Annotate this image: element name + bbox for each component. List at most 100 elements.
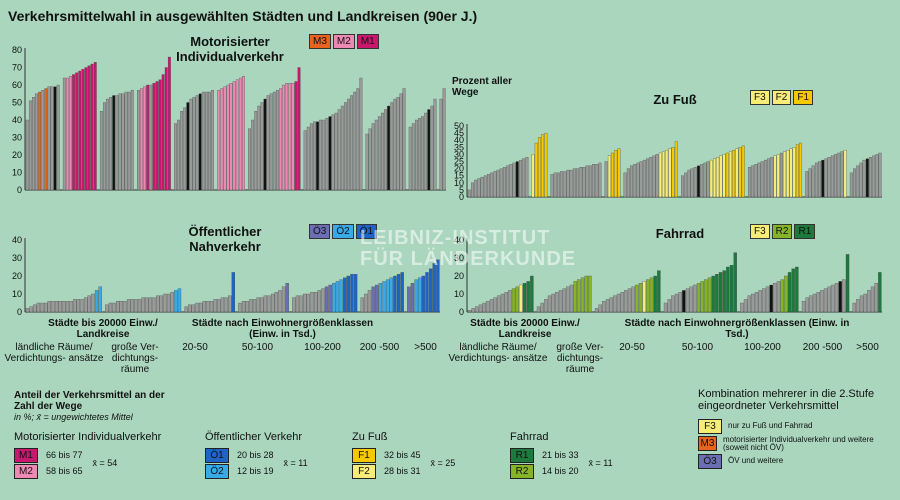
bar-miv-g2-2 — [106, 98, 109, 191]
bar-rad-g0-2 — [475, 306, 479, 313]
bar-rad-g3-13 — [711, 275, 715, 313]
y-tick-label: 10 — [12, 289, 22, 299]
bar-rad-g4-2 — [747, 295, 751, 313]
bar-miv-g2-3 — [109, 97, 113, 191]
bar-oev-g1-15 — [159, 295, 163, 313]
bar-fuss-g0-16 — [519, 159, 522, 198]
bar-fuss-g0-17 — [522, 158, 526, 198]
bar-oev-g4-11 — [332, 283, 336, 313]
bar-rad-g4-7 — [765, 286, 770, 313]
bar-miv-g2-5 — [115, 95, 119, 191]
bar-rad-g1-7 — [562, 288, 566, 313]
bar-miv-g2-1 — [103, 102, 106, 191]
bar-oev-g6-1 — [410, 283, 415, 313]
bar-oev-g3-4 — [252, 299, 257, 313]
bar-oev-g3-5 — [256, 297, 260, 313]
bar-fuss-g5-2 — [687, 169, 691, 198]
bar-fuss-g7-9 — [834, 154, 837, 198]
bar-rad-g0-16 — [526, 281, 530, 313]
bar-fuss-g0-14 — [512, 162, 516, 198]
legend-key-m3: M3 — [698, 436, 717, 451]
bar-rad-g2-1 — [598, 304, 602, 313]
bar-fuss-g5-15 — [728, 151, 732, 198]
bar-fuss-g7-11 — [840, 151, 844, 198]
bar-rad-g5-10 — [838, 281, 842, 313]
bar-miv-g6-6 — [266, 95, 270, 191]
bar-oev-g1-6 — [126, 299, 131, 313]
legend-range-o2: 12 bis 19 — [237, 466, 274, 476]
bar-miv-g7-8 — [328, 116, 332, 191]
bar-oev-g5-5 — [378, 283, 383, 313]
bar-oev-g5-9 — [393, 275, 397, 313]
badge-f1: F1 — [793, 90, 814, 105]
badge-o1: Ö1 — [355, 224, 378, 239]
bar-rad-g5-12 — [845, 254, 850, 313]
bar-miv-g6-1 — [251, 119, 255, 191]
bar-fuss-g6-10 — [779, 152, 783, 198]
legend-range-f1: 32 bis 45 — [384, 450, 421, 460]
bar-rad-g0-12 — [511, 288, 516, 313]
bar-rad-g2-4 — [609, 297, 613, 313]
badge-r1: R1 — [794, 224, 816, 239]
bar-oev-g0-18 — [91, 293, 95, 313]
bar-oev-g5-2 — [367, 290, 372, 313]
bar-oev-g6-2 — [414, 279, 418, 313]
bar-rad-g4-4 — [754, 292, 759, 313]
bar-rad-g2-17 — [657, 270, 661, 313]
bar-rad-g3-4 — [678, 292, 682, 313]
bar-fuss-g7-0 — [805, 171, 809, 198]
bar-fuss-g0-7 — [490, 172, 494, 198]
bar-fuss-g6-3 — [757, 162, 761, 198]
bar-rad-g1-11 — [577, 279, 581, 313]
bar-miv-g1-1 — [65, 77, 69, 191]
bar-fuss-g7-2 — [811, 165, 815, 198]
bar-miv-g3-1 — [140, 88, 143, 191]
axis-cat-4: 50-100 — [241, 342, 274, 353]
bar-fuss-g6-13 — [789, 148, 793, 198]
bar-fuss-g0-10 — [499, 168, 503, 198]
bar-rad-g4-12 — [784, 275, 788, 313]
legend-key-f1: F1 — [352, 447, 376, 463]
bar-oev-g1-19 — [174, 290, 178, 313]
y-tick-label: 20 — [12, 271, 22, 281]
bar-rad-g4-0 — [740, 302, 744, 313]
bar-miv-g8-10 — [396, 97, 400, 191]
bar-rad-g5-5 — [820, 290, 824, 313]
bar-fuss-g4-11 — [658, 152, 662, 198]
bar-fuss-g0-0 — [467, 189, 471, 198]
bar-miv-g2-6 — [118, 93, 122, 191]
bar-oev-g2-4 — [198, 302, 203, 313]
bar-oev-g4-0 — [292, 297, 296, 313]
bar-oev-g4-3 — [303, 293, 307, 313]
bar-oev-g2-3 — [195, 302, 199, 313]
bar-oev-g3-2 — [245, 301, 249, 313]
legend-heading-block: Anteil der Verkehrsmittel an der Zahl de… — [14, 390, 184, 422]
bar-miv-g6-5 — [263, 98, 267, 191]
bar-oev-g1-4 — [119, 301, 124, 313]
y-tick-label: 40 — [12, 235, 22, 245]
axis-cat-1-r: ländliche Räume/ Verdichtungs- ansätze — [448, 342, 548, 364]
bar-fuss-g4-6 — [642, 159, 646, 198]
bar-oev-g0-6 — [47, 301, 51, 313]
bar-rad-g3-11 — [704, 279, 708, 313]
bar-miv-g0-10 — [56, 84, 60, 191]
bar-oev-g3-10 — [274, 292, 278, 313]
bar-miv-g9-7 — [430, 105, 434, 191]
bar-oev-g2-12 — [228, 295, 232, 313]
bar-fuss-g2-1 — [553, 172, 557, 198]
bar-fuss-g2-12 — [588, 165, 592, 198]
bar-fuss-g6-16 — [799, 142, 803, 198]
bar-fuss-g7-12 — [843, 149, 847, 198]
y-tick-label: 10 — [454, 178, 464, 188]
bar-miv-g8-12 — [402, 88, 406, 191]
bar-miv-g7-9 — [331, 114, 335, 191]
bar-miv-g2-8 — [124, 91, 128, 191]
bar-miv-g7-13 — [343, 102, 347, 191]
legend-rad-title: Fahrrad — [510, 431, 549, 443]
bar-fuss-g0-5 — [483, 175, 487, 198]
bar-miv-g9-3 — [418, 118, 421, 191]
bar-miv-g4-8 — [198, 93, 202, 191]
bar-miv-g2-10 — [130, 90, 134, 191]
bar-fuss-g4-13 — [665, 149, 669, 198]
y-tick-label: 20 — [454, 164, 464, 174]
